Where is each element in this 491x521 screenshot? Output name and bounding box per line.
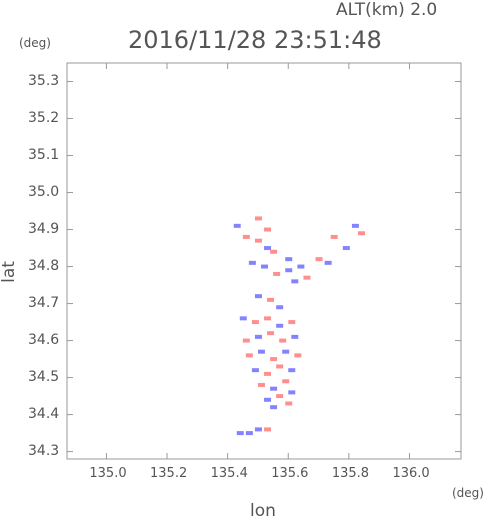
data-point <box>303 275 311 280</box>
data-point <box>288 368 296 373</box>
data-point <box>261 264 268 269</box>
x-tick-label: 135.4 <box>210 466 248 481</box>
data-point <box>264 427 272 432</box>
data-point <box>276 323 284 328</box>
data-point <box>248 260 256 265</box>
y-tick-label: 35.1 <box>28 146 60 163</box>
y-tick-label: 35.3 <box>28 72 60 89</box>
y-tick-label: 34.8 <box>28 257 60 274</box>
data-point <box>288 320 296 325</box>
data-point <box>273 271 281 276</box>
data-point <box>264 246 272 251</box>
y-ticks <box>67 81 461 453</box>
data-point <box>285 401 293 406</box>
data-point <box>251 320 259 325</box>
data-point <box>285 268 293 273</box>
data-point <box>257 349 265 354</box>
data-point <box>242 338 250 343</box>
y-tick-label: 34.7 <box>28 294 60 311</box>
y-unit-label: (deg) <box>19 36 51 50</box>
data-point <box>270 357 278 362</box>
plot-frame <box>66 62 462 460</box>
data-point <box>291 279 299 284</box>
data-point <box>264 316 272 321</box>
x-tick-label: 135.6 <box>271 466 309 481</box>
data-point <box>270 405 278 410</box>
data-point <box>282 379 290 384</box>
data-point <box>357 231 365 236</box>
data-point <box>254 427 262 432</box>
y-tick-label: 35.2 <box>28 109 60 126</box>
y-tick-label: 35.0 <box>28 183 60 200</box>
data-point <box>270 249 278 254</box>
data-point <box>254 216 262 221</box>
data-point <box>351 223 359 228</box>
y-tick-label: 34.4 <box>28 405 60 422</box>
data-points <box>233 216 365 436</box>
data-point <box>291 334 299 339</box>
y-tick-label: 34.3 <box>28 442 60 459</box>
data-point <box>342 246 350 251</box>
data-point <box>276 394 284 399</box>
data-point <box>267 331 275 336</box>
data-point <box>270 386 278 391</box>
data-point <box>245 431 253 436</box>
data-point <box>257 382 265 387</box>
data-point <box>279 338 287 343</box>
x-tick-label: 136.0 <box>392 466 430 481</box>
data-point <box>288 390 296 395</box>
data-point <box>254 334 262 339</box>
data-point <box>254 238 262 243</box>
data-point <box>276 305 284 310</box>
y-tick-label: 34.6 <box>28 331 60 348</box>
data-point <box>236 431 244 436</box>
x-ticks <box>105 63 410 459</box>
data-point <box>264 397 272 402</box>
data-point <box>245 353 253 358</box>
data-point <box>285 257 293 262</box>
data-point <box>297 264 305 269</box>
data-point <box>267 297 275 302</box>
data-point <box>264 371 272 376</box>
timestamp-title: 2016/11/28 23:51:48 <box>128 26 382 54</box>
x-tick-label: 135.0 <box>89 466 127 481</box>
y-axis-label: lat <box>0 261 19 283</box>
data-point <box>294 353 302 358</box>
data-point <box>264 227 272 232</box>
data-point <box>251 368 259 373</box>
data-point <box>282 349 290 354</box>
data-point <box>315 257 323 262</box>
data-point <box>233 223 241 228</box>
y-tick-label: 34.5 <box>28 368 60 385</box>
y-tick-label: 34.9 <box>28 220 60 237</box>
data-point <box>330 234 338 239</box>
x-tick-label: 135.2 <box>150 466 188 481</box>
data-point <box>324 260 332 265</box>
data-point <box>276 364 284 369</box>
data-point <box>239 316 247 321</box>
x-unit-label: (deg) <box>452 486 484 500</box>
data-point <box>242 234 250 239</box>
x-axis-label: lon <box>250 501 276 521</box>
data-point <box>254 294 262 299</box>
x-tick-label: 135.8 <box>331 466 370 481</box>
altitude-label: ALT(km) 2.0 <box>336 0 438 20</box>
